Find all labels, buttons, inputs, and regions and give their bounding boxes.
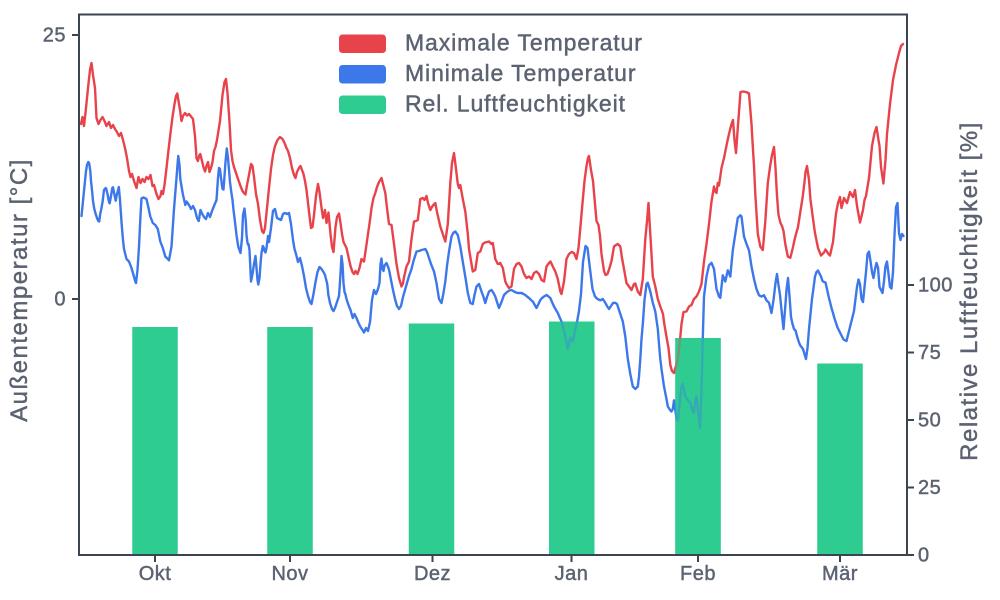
svg-text:Jan: Jan [555,563,589,585]
svg-text:Dez: Dez [414,563,451,585]
svg-text:Feb: Feb [680,563,716,585]
svg-text:75: 75 [918,342,941,364]
svg-text:100: 100 [918,275,953,297]
svg-text:50: 50 [918,410,941,432]
svg-text:Minimale Temperatur: Minimale Temperatur [405,60,636,86]
svg-text:Mär: Mär [822,563,858,585]
svg-text:25: 25 [43,25,66,47]
svg-text:0: 0 [54,289,66,311]
svg-text:Relative Luftfeuchtigkeit [%]: Relative Luftfeuchtigkeit [%] [956,121,983,461]
svg-text:Maximale Temperatur: Maximale Temperatur [405,30,643,56]
svg-text:25: 25 [918,477,941,499]
svg-text:0: 0 [918,545,930,567]
svg-text:Außentemperatur [°C]: Außentemperatur [°C] [6,158,33,422]
svg-text:Nov: Nov [271,563,308,585]
svg-text:Okt: Okt [139,563,172,585]
svg-text:Rel. Luftfeuchtigkeit: Rel. Luftfeuchtigkeit [405,91,626,117]
